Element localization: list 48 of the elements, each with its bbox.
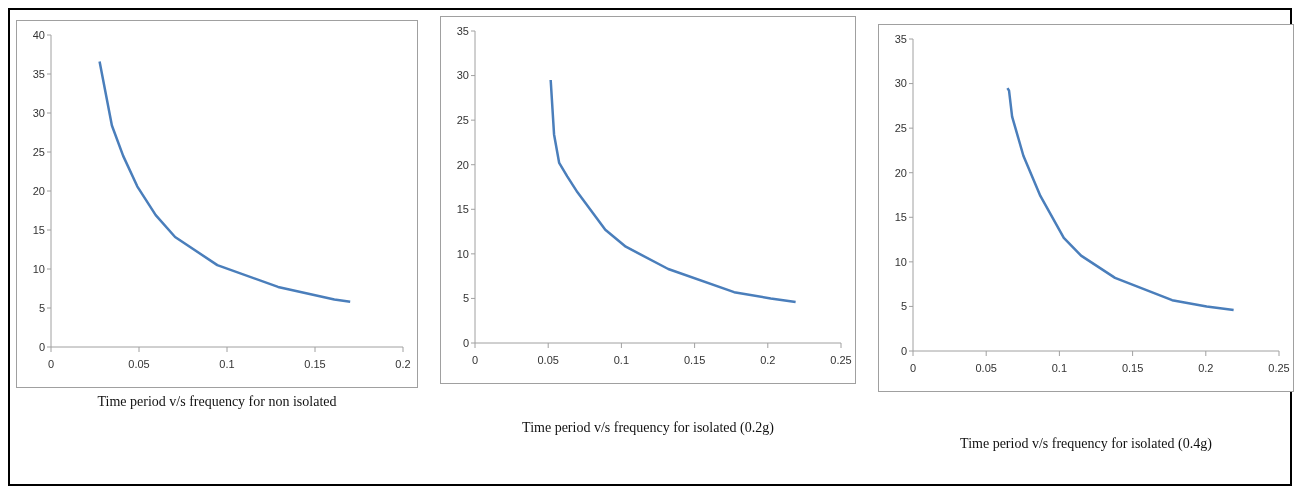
y-tick-label: 5 [900, 300, 907, 313]
line-series [98, 60, 352, 304]
x-tick-label: 0 [471, 353, 479, 366]
text: Time period v/s frequency for isolated (0.2g) [521, 420, 775, 436]
x-tick-label: 0.05 [537, 353, 559, 366]
y-tick-label: 35 [456, 24, 469, 37]
y-tick-label: 25 [456, 114, 469, 127]
y-tick-label: 5 [462, 292, 469, 305]
y-tick-label: 30 [32, 106, 45, 119]
line-series [549, 78, 797, 304]
text: Time period v/s frequency for isolated (0.4g) [959, 436, 1213, 452]
line-series [1006, 86, 1235, 312]
y-tick-label: 40 [32, 28, 45, 41]
x-tick-label: 0.25 [830, 353, 852, 366]
x-tick-label: 0.1 [219, 357, 235, 370]
y-tick-label: 10 [894, 255, 907, 268]
x-tick-label: 0.1 [1051, 361, 1068, 374]
x-tick-label: 0.2 [1198, 361, 1214, 374]
x-tick-label: 0 [909, 361, 917, 374]
x-tick-label: 0.05 [975, 361, 997, 374]
y-tick-label: 5 [38, 301, 45, 314]
y-tick-label: 0 [38, 340, 45, 353]
y-tick-label: 35 [894, 32, 907, 45]
y-tick-label: 10 [456, 247, 469, 260]
y-tick-label: 25 [32, 145, 45, 158]
x-tick-label: 0.15 [304, 357, 326, 370]
y-tick-label: 25 [894, 122, 907, 135]
y-tick-label: 20 [32, 184, 45, 197]
y-tick-label: 35 [32, 67, 45, 80]
x-tick-label: 0.2 [760, 353, 776, 366]
x-tick-label: 0.15 [1121, 361, 1144, 374]
y-tick-label: 20 [894, 166, 907, 179]
y-tick-label: 15 [894, 211, 907, 224]
y-tick-label: 30 [894, 77, 907, 90]
x-tick-label: 0 [47, 357, 55, 370]
x-tick-label: 0.25 [1268, 361, 1290, 374]
x-tick-label: 0.2 [395, 357, 411, 370]
y-tick-label: 0 [462, 336, 469, 349]
x-tick-label: 0.15 [683, 353, 706, 366]
text: Time period v/s frequency for non isolated [96, 394, 338, 410]
y-tick-label: 20 [456, 158, 469, 171]
y-tick-label: 0 [900, 344, 907, 357]
y-tick-label: 10 [32, 262, 45, 275]
x-tick-label: 0.1 [613, 353, 630, 366]
x-tick-label: 0.05 [128, 357, 150, 370]
y-tick-label: 15 [32, 223, 45, 236]
y-tick-label: 15 [456, 203, 469, 216]
y-tick-label: 30 [456, 69, 469, 82]
